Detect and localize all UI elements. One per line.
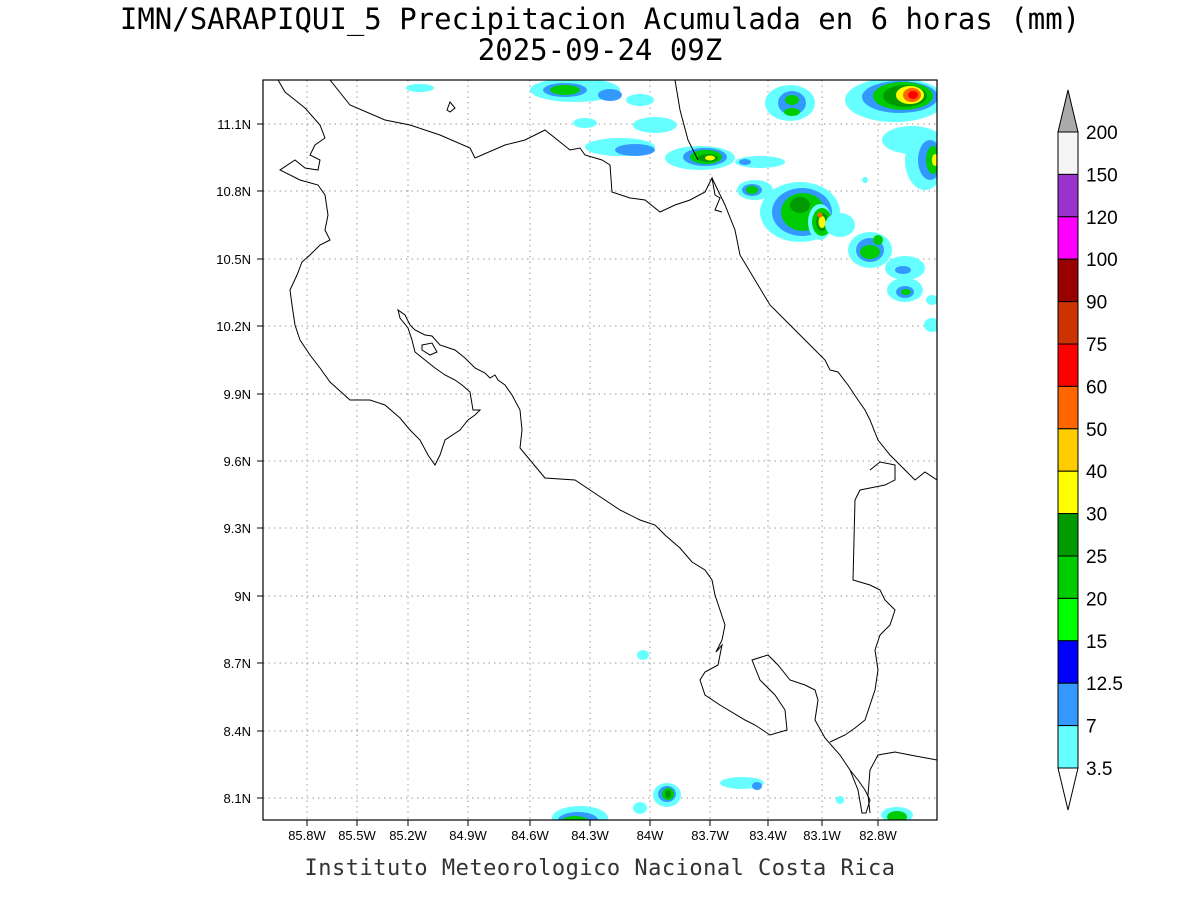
- colorbar-bottom-arrow: [1057, 767, 1079, 811]
- y-tick-label: 8.7N: [224, 656, 251, 671]
- coastlines: [277, 80, 937, 814]
- colorbar-segment: [1057, 131, 1079, 175]
- colorbar-label: 12.5: [1086, 674, 1123, 695]
- colorbar-label: 30: [1086, 505, 1107, 526]
- y-tick-label: 9.6N: [224, 454, 251, 469]
- x-tick-label: 82.8W: [859, 828, 897, 843]
- grid-lines: [263, 80, 937, 820]
- colorbar-label: 120: [1086, 208, 1118, 229]
- colorbar-label: 100: [1086, 250, 1118, 271]
- colorbar-segment: [1057, 513, 1079, 557]
- colorbar-segment: [1057, 385, 1079, 430]
- y-tick-label: 10.5N: [216, 252, 251, 267]
- x-tick-label: 83.1W: [803, 828, 841, 843]
- y-tick-label: 9.9N: [224, 387, 251, 402]
- colorbar-segment: [1057, 343, 1079, 387]
- colorbar-label: 200: [1086, 123, 1118, 144]
- colorbar-label: 7: [1086, 717, 1097, 738]
- y-tick-label: 11.1N: [217, 117, 251, 132]
- colorbar-label: 50: [1086, 420, 1107, 441]
- colorbar-segment: [1057, 301, 1079, 345]
- colorbar-segment: [1057, 597, 1079, 642]
- credit-text: Instituto Meteorologico Nacional Costa R…: [304, 856, 896, 881]
- y-tick-label: 8.4N: [224, 724, 251, 739]
- x-tick-label: 83.7W: [691, 828, 729, 843]
- colorbar-label: 90: [1086, 293, 1107, 314]
- x-tick-label: 85.8W: [288, 828, 326, 843]
- colorbar-label: 3.5: [1086, 759, 1112, 780]
- y-tick-label: 8.1N: [224, 791, 251, 806]
- colorbar-segment: [1057, 555, 1079, 599]
- colorbar-label: 25: [1086, 547, 1107, 568]
- colorbar-label: 150: [1086, 165, 1118, 186]
- colorbar-top-arrow: [1057, 89, 1079, 133]
- y-tick-label: 10.8N: [216, 184, 251, 199]
- x-axis-labels: 85.8W 85.5W 85.2W 84.9W 84.6W 84.3W 84W 83.7W 83…: [288, 820, 898, 843]
- colorbar-segment: [1057, 258, 1079, 303]
- y-tick-label: 10.2N: [216, 319, 251, 334]
- x-tick-label: 84W: [637, 828, 664, 843]
- map-title: IMN/SARAPIQUI_5 Precipitacion Acumulada …: [119, 2, 1081, 36]
- colorbar-label: 15: [1086, 632, 1107, 653]
- x-tick-label: 85.2W: [389, 828, 427, 843]
- colorbar-label: 40: [1086, 462, 1107, 483]
- y-axis-labels: 11.1N 10.8N 10.5N 10.2N 9.9N 9.6N 9.3N 9N 8.7N 8.…: [216, 117, 263, 806]
- colorbar-segment: [1057, 173, 1079, 218]
- colorbar-legend: 200 150 120 100 90 75 60 50 40 30 25 20 15 12.5 7 3.5: [1057, 89, 1123, 811]
- precipitation-field: [406, 80, 937, 820]
- x-tick-label: 84.6W: [511, 828, 549, 843]
- colorbar-segment: [1057, 470, 1079, 515]
- x-tick-label: 85.5W: [338, 828, 376, 843]
- colorbar-segment: [1057, 682, 1079, 727]
- colorbar-label: 20: [1086, 589, 1107, 610]
- y-tick-label: 9N: [234, 589, 251, 604]
- x-tick-label: 83.4W: [749, 828, 787, 843]
- map-datetime: 2025-09-24 09Z: [477, 33, 723, 67]
- x-tick-label: 84.3W: [571, 828, 609, 843]
- colorbar-segment: [1057, 216, 1079, 260]
- colorbar-label: 60: [1086, 377, 1107, 398]
- x-tick-label: 84.9W: [449, 828, 487, 843]
- colorbar-segment: [1057, 640, 1079, 684]
- y-tick-label: 9.3N: [224, 521, 251, 536]
- colorbar-label: 75: [1086, 335, 1107, 356]
- colorbar-segment: [1057, 725, 1079, 769]
- colorbar-segment: [1057, 428, 1079, 472]
- map-frame: [262, 79, 938, 821]
